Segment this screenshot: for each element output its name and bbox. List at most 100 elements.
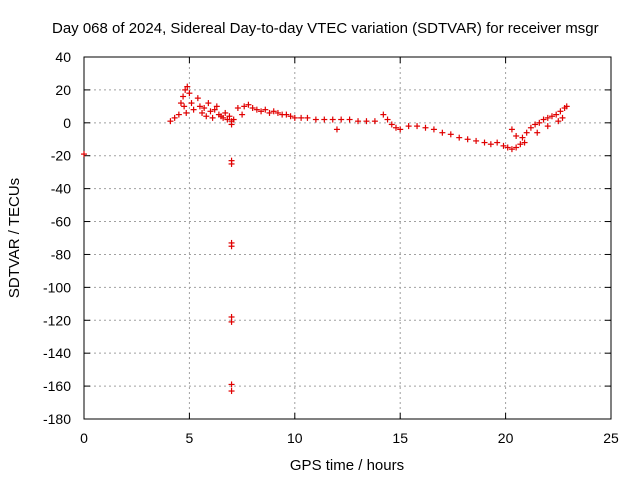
data-point <box>181 103 188 110</box>
data-point <box>532 121 539 128</box>
data-point <box>270 108 277 115</box>
data-point <box>508 126 515 133</box>
x-axis: 0 5 10 15 20 25 <box>80 57 619 446</box>
data-point <box>555 118 562 125</box>
data-point <box>175 111 182 118</box>
data-point <box>517 141 524 148</box>
data-point <box>209 114 216 121</box>
y-tick-label: 20 <box>55 82 71 98</box>
data-point <box>521 139 528 146</box>
y-tick-label: -120 <box>43 312 71 328</box>
data-point <box>536 119 543 126</box>
data-point <box>388 121 395 128</box>
y-tick-label: 0 <box>63 115 71 131</box>
data-point <box>291 114 298 121</box>
data-point <box>329 116 336 123</box>
data-series-sdtvar <box>81 83 570 395</box>
data-point <box>182 86 189 93</box>
data-point <box>473 137 480 144</box>
data-point <box>234 105 241 112</box>
data-point <box>253 106 260 113</box>
grid <box>84 57 611 419</box>
data-point <box>519 134 526 141</box>
data-point <box>283 111 290 118</box>
y-tick-label: -20 <box>51 148 71 164</box>
x-tick-label: 20 <box>498 430 514 446</box>
data-point <box>203 113 210 120</box>
data-point <box>224 116 231 123</box>
data-point <box>228 243 235 250</box>
data-point <box>405 123 412 130</box>
data-point <box>222 109 229 116</box>
data-point <box>196 103 203 110</box>
data-point <box>333 126 340 133</box>
y-tick-label: -140 <box>43 345 71 361</box>
data-point <box>226 113 233 120</box>
data-point <box>230 116 237 123</box>
data-point <box>557 108 564 115</box>
data-point <box>553 111 560 118</box>
data-point <box>355 118 362 125</box>
y-tick-label: -180 <box>43 411 71 427</box>
data-point <box>439 129 446 136</box>
data-point <box>298 114 305 121</box>
data-point <box>201 105 208 112</box>
data-point <box>205 100 212 107</box>
data-point <box>523 129 530 136</box>
data-point <box>167 118 174 125</box>
data-point <box>186 90 193 97</box>
data-point <box>544 123 551 130</box>
data-point <box>456 134 463 141</box>
data-point <box>380 111 387 118</box>
data-point <box>177 100 184 107</box>
data-point <box>513 144 520 151</box>
plot-frame <box>83 56 612 420</box>
data-point <box>384 116 391 123</box>
data-point <box>363 118 370 125</box>
data-point <box>414 123 421 130</box>
data-point <box>274 109 281 116</box>
y-tick-label: -160 <box>43 378 71 394</box>
x-tick-label: 5 <box>186 430 194 446</box>
data-point <box>220 114 227 121</box>
data-point <box>213 103 220 110</box>
data-point <box>287 113 294 120</box>
y-tick-label: -60 <box>51 214 71 230</box>
data-point <box>464 136 471 143</box>
data-point <box>527 124 534 131</box>
data-point <box>81 151 87 158</box>
data-point <box>258 108 265 115</box>
y-tick-label: -80 <box>51 246 71 262</box>
data-point <box>447 131 454 138</box>
data-point <box>188 100 195 107</box>
data-point <box>249 105 256 112</box>
data-point <box>500 142 507 149</box>
data-point <box>494 139 501 146</box>
data-point <box>194 95 201 102</box>
data-point <box>371 118 378 125</box>
y-axis-label: SDTVAR / TECUs <box>6 178 23 298</box>
data-point <box>487 141 494 148</box>
x-tick-label: 15 <box>392 430 408 446</box>
data-point <box>211 106 218 113</box>
data-point <box>228 121 235 128</box>
data-point <box>199 109 206 116</box>
data-point <box>171 114 178 121</box>
data-point <box>513 132 520 139</box>
data-point <box>508 146 515 153</box>
data-point <box>241 103 248 110</box>
y-tick-label: -40 <box>51 181 71 197</box>
data-point <box>266 109 273 116</box>
data-point <box>183 109 190 116</box>
data-point <box>228 160 235 167</box>
data-point <box>321 116 328 123</box>
data-point <box>312 116 319 123</box>
data-point <box>430 126 437 133</box>
data-point <box>540 116 547 123</box>
y-tick-label: -100 <box>43 279 71 295</box>
data-point <box>180 93 187 100</box>
data-point <box>262 106 269 113</box>
data-point <box>397 126 404 133</box>
x-tick-label: 10 <box>287 430 303 446</box>
data-point <box>207 108 214 115</box>
